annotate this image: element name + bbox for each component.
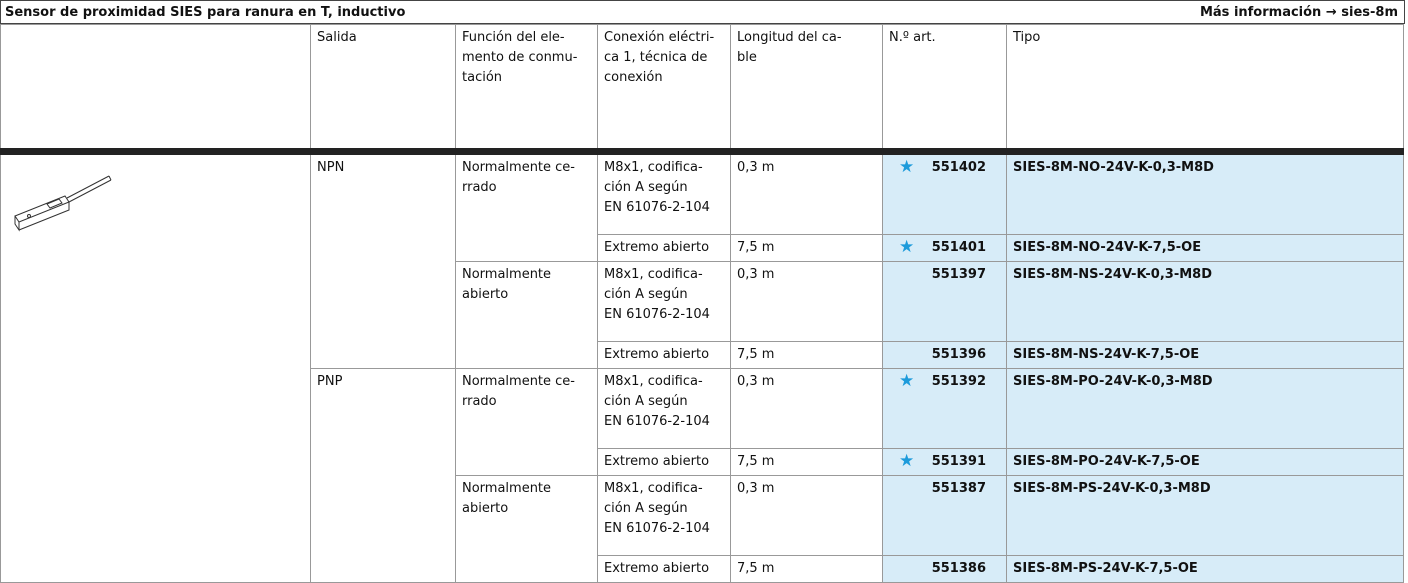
cable-length: 0,3 m (730, 475, 883, 556)
header-cell (0, 24, 311, 155)
product-table: Salida Función del ele- mento de conmu- t… (0, 24, 1404, 583)
column-header: Tipo (1006, 24, 1404, 155)
type: SIES-8M-NO-24V-K-7,5-OE (1006, 234, 1404, 262)
type: SIES-8M-NO-24V-K-0,3-M8D (1006, 151, 1404, 235)
part-number-cell: 551396 (882, 341, 1007, 369)
more-info: Más información → sies-8m (1199, 4, 1398, 20)
featured-star: ★ (899, 157, 915, 177)
part-number-cell: 551386 (882, 555, 1007, 583)
cable-length: 0,3 m (730, 368, 883, 449)
connection: Extremo abierto (597, 448, 731, 476)
switching-function: Normalmente abierto (455, 261, 598, 369)
column-header: Longitud del ca- ble (730, 24, 883, 155)
title-bar: Sensor de proximidad SIES para ranura en… (0, 0, 1405, 24)
featured-star: ★ (899, 451, 915, 471)
part-number-cell: ★ 551392 (882, 368, 1007, 449)
row: Extremo abierto 7,5 m ★ 551391 SIES-8M-PO-24… (1, 448, 1404, 476)
switching-function: Normalmente abierto (455, 475, 598, 583)
title: Sensor de proximidad SIES para ranura en… (5, 4, 406, 20)
part-number-cell: ★ 551391 (882, 448, 1007, 476)
type: SIES-8M-PS-24V-K-0,3-M8D (1006, 475, 1404, 556)
part-number: 551386 (931, 561, 986, 576)
part-number: 551391 (931, 454, 986, 469)
output: NPN (310, 151, 456, 369)
header-row: Salida Función del ele- mento de conmu- t… (0, 24, 1404, 155)
connection: M8x1, codifica- ción A según EN 61076-2-… (597, 261, 731, 342)
connection: Extremo abierto (597, 555, 731, 583)
cable-length: 0,3 m (730, 261, 883, 342)
type: SIES-8M-PO-24V-K-7,5-OE (1006, 448, 1404, 476)
part-number-cell: 551397 (882, 261, 1007, 342)
cable-length: 7,5 m (730, 555, 883, 583)
switching-function: Normalmente ce- rrado (455, 151, 598, 262)
part-number-cell: 551387 (882, 475, 1007, 556)
part-number: 551402 (931, 160, 986, 175)
connection: Extremo abierto (597, 341, 731, 369)
row: Normalmente abierto M8x1, codifica- ción … (1, 261, 1404, 369)
cable-length: 0,3 m (730, 151, 883, 235)
row: Extremo abierto 7,5 m 551396 SIES-8M-NS-24V… (1, 341, 1404, 369)
type: SIES-8M-PS-24V-K-7,5-OE (1006, 555, 1404, 583)
connection: M8x1, codifica- ción A según EN 61076-2-… (597, 151, 731, 235)
connection: M8x1, codifica- ción A según EN 61076-2-… (597, 368, 731, 449)
featured-star: ★ (899, 237, 915, 257)
connection: M8x1, codifica- ción A según EN 61076-2-… (597, 475, 731, 556)
output: PNP (310, 368, 456, 583)
type: SIES-8M-NS-24V-K-7,5-OE (1006, 341, 1404, 369)
column-header: Salida (310, 24, 456, 155)
row: Normalmente abierto M8x1, codifica- ción … (1, 475, 1404, 583)
connection: Extremo abierto (597, 234, 731, 262)
type: SIES-8M-NS-24V-K-0,3-M8D (1006, 261, 1404, 342)
cable-length: 7,5 m (730, 448, 883, 476)
table-body: Salida Función del ele- mento de conmu- t… (0, 24, 1404, 583)
cable-length: 7,5 m (730, 341, 883, 369)
column-header: Función del ele- mento de conmu- tación (455, 24, 598, 155)
part-number: 551397 (931, 267, 986, 282)
cable-length: 7,5 m (730, 234, 883, 262)
part-number-cell: ★ 551401 (882, 234, 1007, 262)
row: NPN Normalmente ce- rrado M8x1, codifica- … (0, 151, 1404, 583)
image-cell (0, 151, 311, 583)
column-header: Conexión eléctri- ca 1, técnica de conex… (597, 24, 731, 155)
part-number-cell: ★ 551402 (882, 151, 1007, 235)
featured-star: ★ (899, 371, 915, 391)
part-number: 551401 (931, 240, 986, 255)
column-header: N.º art. (882, 24, 1007, 155)
part-number: 551387 (931, 481, 986, 496)
part-number: 551392 (931, 374, 986, 389)
type: SIES-8M-PO-24V-K-0,3-M8D (1006, 368, 1404, 449)
sensor-image (14, 175, 112, 232)
switching-function: Normalmente ce- rrado (455, 368, 598, 476)
part-number: 551396 (931, 347, 986, 362)
row: Extremo abierto 7,5 m 551386 SIES-8M-PS-24V… (1, 555, 1404, 583)
row: Extremo abierto 7,5 m ★ 551401 SIES-8M-NO-24… (1, 234, 1404, 262)
